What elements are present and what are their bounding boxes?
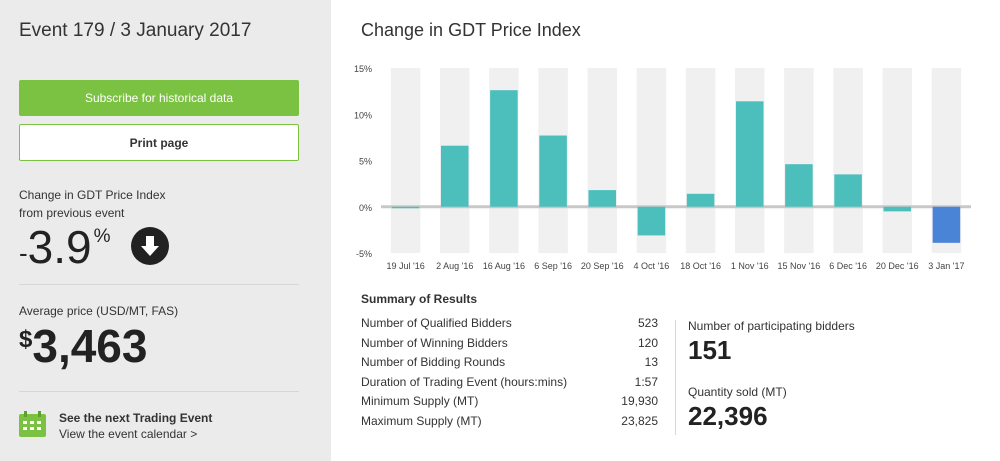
y-tick-label: 15% [354, 64, 372, 74]
calendar-icon [19, 411, 46, 437]
participating-bidders-value: 151 [688, 335, 732, 365]
change-number: 3.9 [27, 221, 92, 273]
change-sign: - [19, 238, 28, 268]
chart-stripe [833, 68, 863, 253]
bar [391, 206, 420, 209]
chart-stripe [685, 68, 716, 253]
summary-table: Number of Qualified Bidders 523 Number of … [361, 316, 658, 433]
down-arrow-circle-icon [131, 227, 169, 265]
x-tick-label: 3 Jan '17 [928, 261, 964, 271]
summary-row-value: 523 [637, 316, 658, 330]
chart-title: Change in GDT Price Index [361, 20, 581, 40]
bar [932, 206, 961, 243]
summary-row-value: 120 [637, 335, 658, 350]
summary-row: Number of Winning Bidders 120 [361, 336, 658, 356]
bar [637, 206, 666, 236]
y-tick-label: 0% [359, 203, 372, 213]
summary-row: Number of Bidding Rounds 13 [361, 355, 658, 375]
summary-row-label: Number of Winning Bidders [361, 335, 508, 350]
event-sidebar: Event 179 / 3 January 2017 Subscribe for… [0, 0, 331, 461]
summary-row-label: Minimum Supply (MT) [361, 394, 479, 408]
main-panel: Change in GDT Price Index -5% 0% 5% 10% 15% 1… [331, 0, 1000, 461]
y-tick-label: 10% [354, 110, 372, 120]
summary-row: Duration of Trading Event (hours:mins) 1:… [361, 375, 658, 395]
event-title: Event 179 / 3 January 2017 [19, 20, 252, 41]
change-label: Change in GDT Price Index from previous … [19, 186, 219, 222]
subscribe-button[interactable]: Subscribe for historical data [19, 80, 299, 116]
summary-row-value: 23,825 [621, 413, 658, 428]
summary-row-label: Number of Bidding Rounds [361, 355, 506, 369]
bar [735, 101, 764, 207]
x-tick-label: 2 Aug '16 [436, 261, 473, 271]
summary-row-value: 1:57 [634, 374, 658, 389]
bar [785, 164, 813, 207]
divider [675, 320, 676, 435]
x-tick-label: 20 Dec '16 [876, 261, 919, 271]
chart-stripe [784, 68, 814, 253]
participating-bidders-label: Number of participating bidders [688, 319, 855, 333]
chart-stripe [882, 68, 912, 253]
avg-price-label: Average price (USD/MT, FAS) [19, 304, 179, 318]
x-tick-label: 18 Oct '16 [680, 261, 721, 271]
x-tick-label: 15 Nov '16 [778, 261, 821, 271]
print-page-button[interactable]: Print page [19, 124, 299, 161]
summary-row-label: Number of Qualified Bidders [361, 316, 512, 330]
x-tick-label: 6 Sep '16 [534, 261, 572, 271]
event-calendar-link[interactable]: View the event calendar > [59, 427, 198, 441]
bar [588, 190, 617, 207]
x-tick-label: 4 Oct '16 [634, 261, 670, 271]
change-label-line2: from previous event [19, 206, 125, 220]
avg-price-currency: $ [19, 326, 33, 353]
x-tick-label: 20 Sep '16 [581, 261, 624, 271]
summary-title: Summary of Results [361, 292, 478, 306]
summary-row-value: 19,930 [621, 394, 658, 408]
change-value: - 3.9 % [19, 224, 111, 274]
summary-row-label: Maximum Supply (MT) [361, 413, 482, 428]
divider [19, 284, 299, 285]
summary-row-value: 13 [644, 355, 658, 369]
summary-row-label: Duration of Trading Event (hours:mins) [361, 374, 568, 389]
y-tick-label: 5% [359, 157, 372, 167]
avg-price-value: $ 3,463 [19, 320, 147, 372]
x-tick-label: 6 Dec '16 [829, 261, 867, 271]
summary-row: Maximum Supply (MT) 23,825 [361, 414, 658, 434]
quantity-sold-value: 22,396 [688, 401, 768, 431]
bar [490, 90, 518, 207]
bar [686, 193, 715, 207]
price-index-chart: -5% 0% 5% 10% 15% 19 Jul '16 2 Aug '16 16 Aug '… [354, 64, 971, 271]
quantity-sold-label: Quantity sold (MT) [688, 385, 787, 399]
next-event-title: See the next Trading Event [59, 411, 213, 425]
bar [883, 206, 912, 212]
chart-stripe [587, 68, 617, 253]
change-label-line1: Change in GDT Price Index [19, 188, 166, 202]
x-tick-label: 1 Nov '16 [731, 261, 769, 271]
summary-row: Number of Qualified Bidders 523 [361, 316, 658, 336]
bar [834, 174, 862, 207]
bar [539, 135, 567, 207]
chart-stripe [390, 68, 421, 253]
change-unit: % [93, 226, 111, 247]
avg-price-number: 3,463 [32, 320, 148, 372]
y-tick-label: -5% [356, 249, 372, 259]
summary-row: Minimum Supply (MT) 19,930 [361, 394, 658, 414]
bar [440, 145, 469, 207]
x-tick-label: 16 Aug '16 [483, 261, 525, 271]
divider [19, 391, 299, 392]
x-tick-label: 19 Jul '16 [386, 261, 424, 271]
